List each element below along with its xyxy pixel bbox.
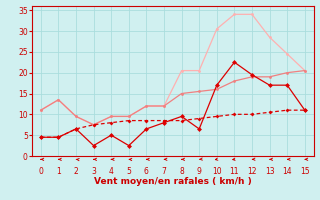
X-axis label: Vent moyen/en rafales ( km/h ): Vent moyen/en rafales ( km/h ) [94,178,252,186]
